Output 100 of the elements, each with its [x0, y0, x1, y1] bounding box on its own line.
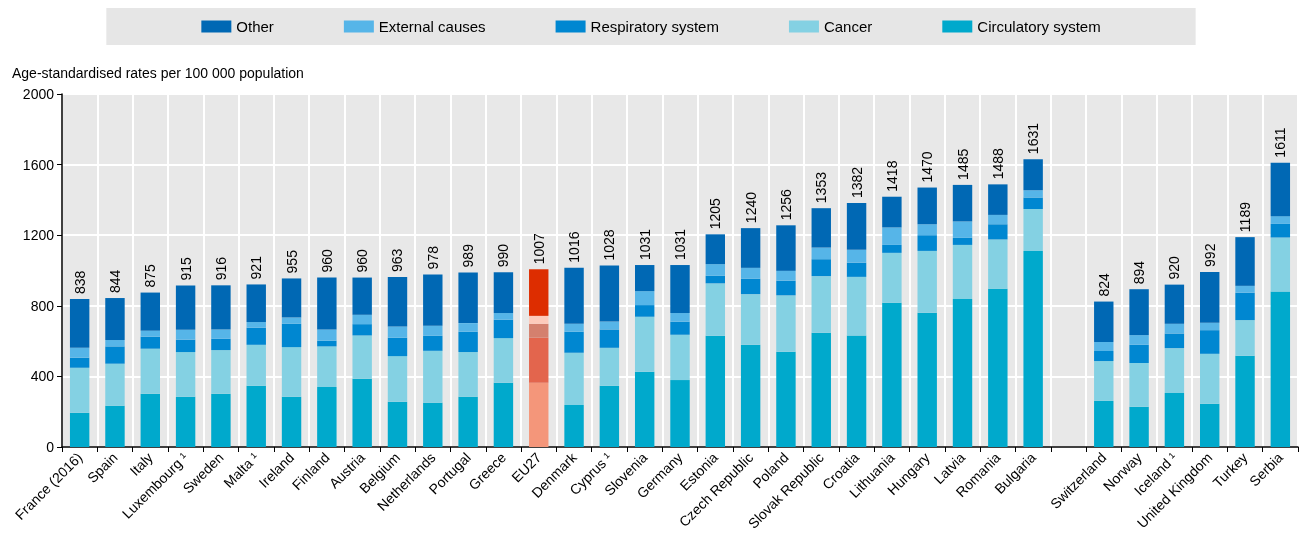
bar: [988, 239, 1008, 289]
bar: [529, 382, 549, 447]
y-tick-label: 400: [30, 368, 55, 385]
bar: [634, 291, 655, 306]
bar: [105, 346, 125, 364]
total-label: 1031: [672, 228, 688, 261]
bar: [423, 402, 443, 447]
bar: [493, 319, 514, 339]
total-label: 1631: [1025, 122, 1042, 155]
total-label: 1382: [848, 166, 865, 199]
bar: [246, 385, 266, 447]
bar: [1094, 400, 1114, 447]
bar: [423, 325, 443, 336]
bar: [1164, 323, 1185, 334]
bar: [175, 396, 196, 447]
bar: [740, 294, 761, 345]
bar: [281, 317, 302, 324]
bar: [776, 295, 796, 352]
bar: [211, 285, 231, 330]
bar: [352, 378, 372, 447]
bar: [776, 351, 796, 447]
bar: [317, 340, 337, 347]
bar: [740, 267, 761, 279]
y-tick-label: 2000: [22, 86, 55, 102]
bar: [1235, 292, 1255, 321]
bar: [811, 276, 831, 333]
bar: [670, 313, 690, 322]
total-label: 1353: [813, 171, 830, 204]
bar: [670, 321, 690, 335]
bar: [952, 244, 973, 300]
bar: [1270, 216, 1291, 224]
bar: [952, 299, 973, 447]
bar: [458, 396, 478, 447]
total-label: 920: [1166, 256, 1183, 280]
bar: [776, 225, 796, 271]
bar: [493, 313, 514, 320]
bar: [1270, 291, 1291, 447]
bar: [281, 278, 302, 318]
total-label: 1611: [1272, 127, 1289, 158]
total-label: 894: [1131, 260, 1148, 285]
bar: [917, 235, 937, 251]
bar: [211, 338, 231, 351]
bar: [846, 335, 867, 447]
bar: [458, 331, 478, 353]
total-label: 960: [354, 248, 371, 273]
bar: [105, 363, 125, 406]
bar: [705, 264, 726, 276]
bar: [69, 357, 90, 368]
bar: [1164, 392, 1185, 447]
bar: [1129, 362, 1149, 407]
bar: [1200, 353, 1220, 404]
bar: [281, 323, 302, 348]
bar: [564, 404, 584, 447]
bar: [140, 330, 160, 337]
bar: [423, 274, 443, 326]
bar: [917, 224, 937, 236]
total-label: 875: [142, 263, 159, 288]
bar: [599, 329, 620, 348]
total-label: 1007: [530, 232, 547, 265]
bar: [776, 280, 796, 296]
bar: [246, 322, 266, 328]
bar: [175, 352, 196, 397]
bar: [882, 227, 902, 245]
bar: [988, 214, 1008, 225]
bar: [1094, 341, 1114, 351]
total-label: 1016: [566, 231, 583, 263]
bar: [952, 221, 973, 238]
bar: [317, 386, 337, 447]
bar: [634, 265, 655, 292]
bar: [140, 292, 160, 331]
bar: [1094, 361, 1114, 401]
bar: [882, 244, 902, 253]
total-label: 1028: [601, 229, 618, 261]
bar: [211, 329, 231, 339]
bar: [387, 401, 408, 447]
bar: [1235, 320, 1255, 356]
total-label: 978: [424, 245, 441, 270]
bar: [1023, 159, 1043, 191]
bar: [175, 329, 196, 340]
bar: [493, 382, 514, 447]
total-label: 844: [106, 269, 123, 294]
bar: [1164, 348, 1185, 393]
bar: [458, 272, 478, 324]
bar: [1235, 355, 1255, 447]
bar: [1200, 322, 1220, 331]
total-label: 989: [460, 243, 477, 268]
bar: [1023, 197, 1043, 209]
bar: [705, 234, 726, 265]
bar: [811, 208, 831, 248]
bar: [529, 323, 549, 338]
bar: [988, 224, 1008, 240]
bar: [740, 228, 761, 268]
bar: [493, 338, 514, 383]
bar: [69, 412, 90, 447]
bar: [69, 347, 90, 358]
bar: [1129, 344, 1149, 363]
bar: [670, 380, 690, 447]
bar: [882, 196, 902, 228]
total-label: 916: [212, 256, 229, 281]
bar: [811, 259, 831, 277]
